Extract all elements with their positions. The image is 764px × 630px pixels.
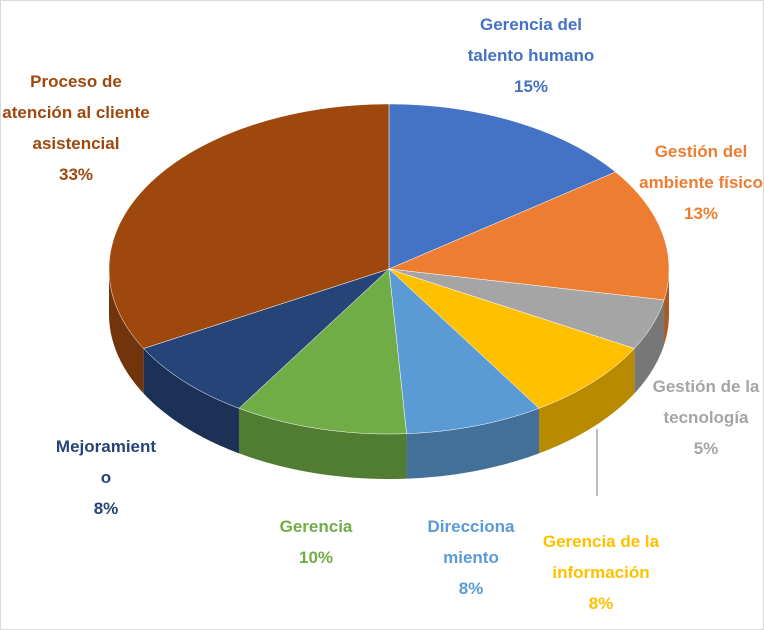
- data-label: Direccionamiento 8%: [421, 511, 521, 604]
- category-label: Mejoramiento: [55, 437, 157, 487]
- value-label: 33%: [58, 165, 94, 184]
- category-label: Proceso de atención al cliente asistenci…: [2, 72, 150, 153]
- category-label: Gestión de la tecnología: [652, 377, 760, 427]
- data-label: Gerencia de la información 8%: [526, 526, 676, 619]
- value-label: 8%: [458, 579, 484, 598]
- slice: [388, 103, 617, 270]
- category-label: Gestión del ambiente físico: [639, 142, 763, 192]
- data-label: Gerencia 10%: [261, 511, 371, 573]
- slice-side: [143, 348, 239, 454]
- pie-tops: [108, 103, 670, 435]
- slice: [388, 268, 665, 349]
- value-label: 8%: [588, 594, 614, 613]
- data-label: Proceso de atención al cliente asistenci…: [1, 66, 151, 190]
- data-label: Gestión del ambiente físico 13%: [636, 136, 763, 229]
- data-label: Gerencia del talento humano 15%: [461, 9, 601, 102]
- slice: [388, 171, 670, 301]
- slice-side: [664, 269, 669, 345]
- data-label: Gestión de la tecnología 5%: [646, 371, 763, 464]
- slice: [238, 268, 407, 435]
- slice: [143, 268, 390, 409]
- value-label: 13%: [683, 204, 719, 223]
- slice: [108, 103, 390, 349]
- data-label: Mejoramiento 8%: [51, 431, 161, 524]
- slice: [388, 268, 635, 409]
- value-label: 15%: [513, 77, 549, 96]
- value-label: 10%: [298, 548, 334, 567]
- category-label: Gerencia del talento humano: [467, 15, 595, 65]
- category-label: Gerencia de la información: [542, 532, 660, 582]
- slice-side: [406, 408, 540, 479]
- pie-sides: [109, 269, 669, 479]
- slice-side: [109, 269, 144, 394]
- slice-side: [634, 299, 665, 394]
- category-label: Gerencia: [279, 517, 353, 536]
- value-label: 8%: [93, 499, 119, 518]
- slice: [388, 268, 540, 434]
- slice-side: [238, 408, 407, 479]
- value-label: 5%: [693, 439, 719, 458]
- slice-side: [539, 348, 635, 454]
- category-label: Direccionamiento: [427, 517, 515, 567]
